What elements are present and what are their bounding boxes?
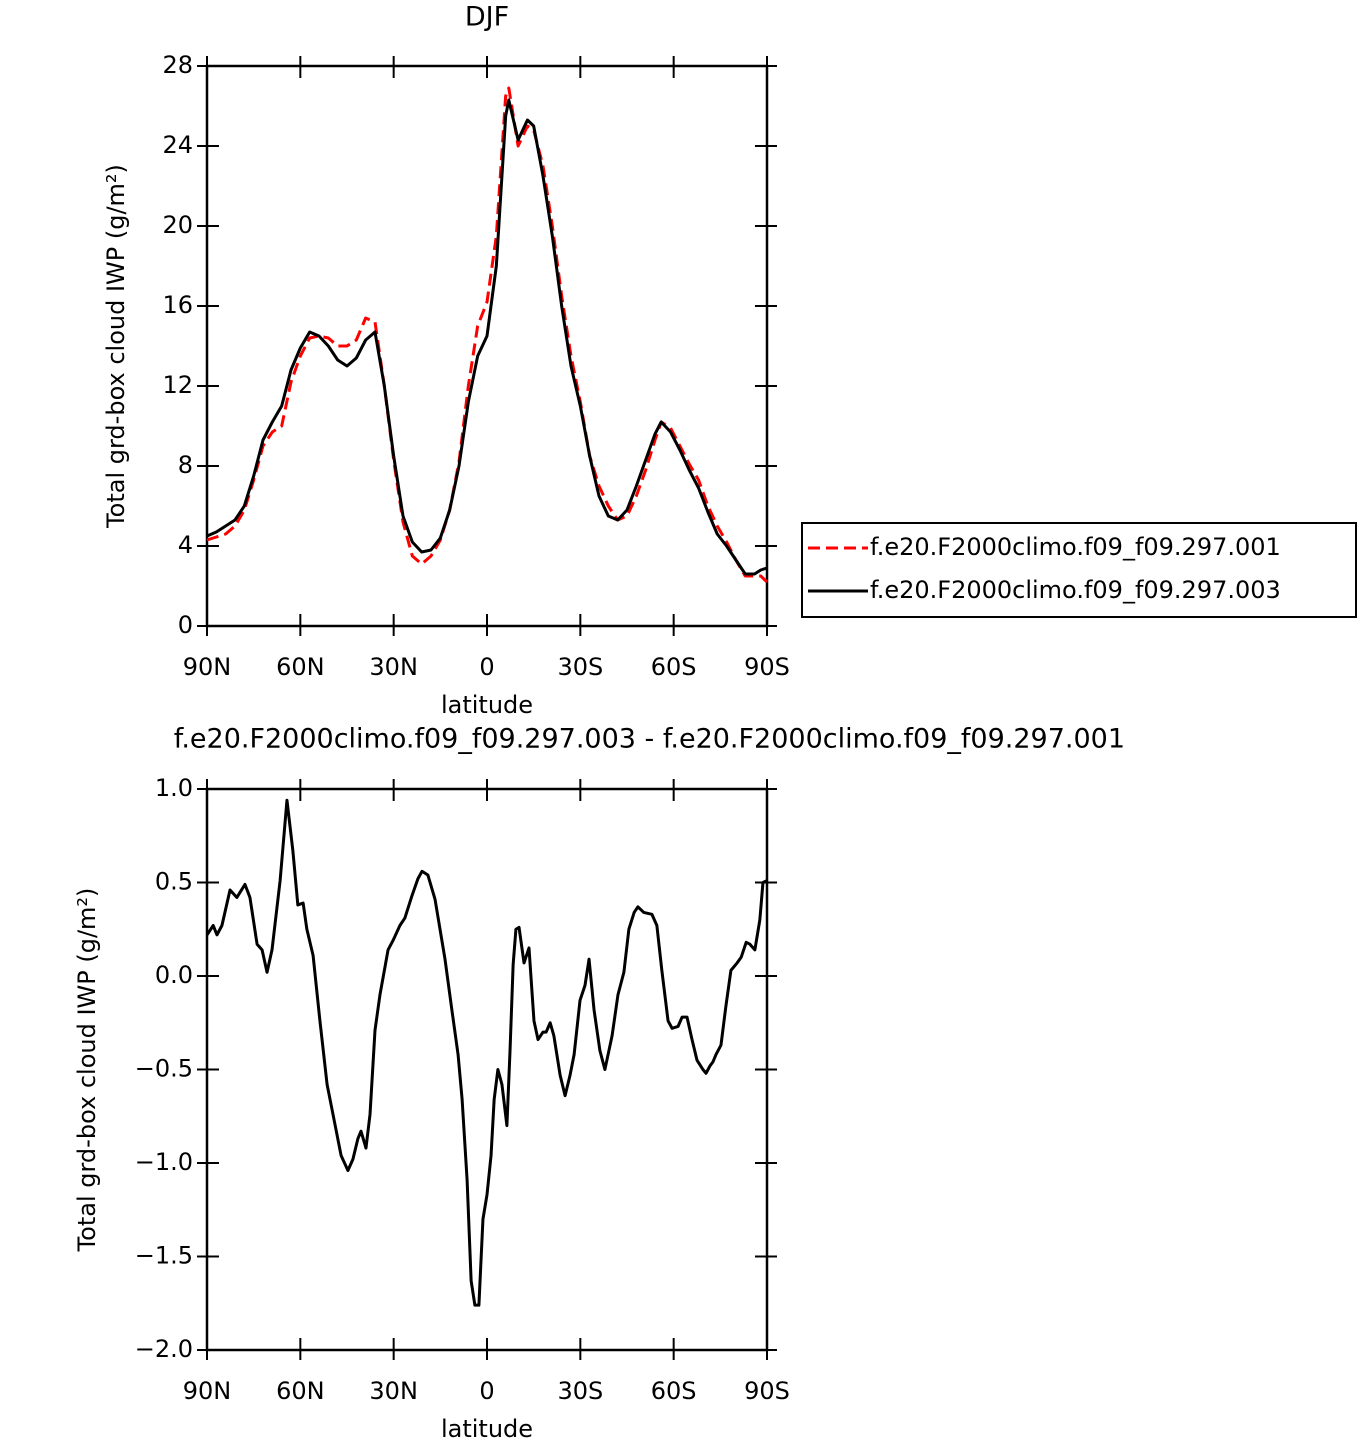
legend-box xyxy=(801,522,1357,618)
x-tick-label: 90N xyxy=(183,1377,232,1405)
x-tick-label: 0 xyxy=(479,653,494,681)
x-tick-label: 90S xyxy=(744,1377,790,1405)
x-tick-label: 60N xyxy=(276,1377,325,1405)
y-tick-label: 16 xyxy=(162,291,193,319)
legend-label: f.e20.F2000climo.f09_f09.297.001 xyxy=(870,533,1281,561)
legend-label: f.e20.F2000climo.f09_f09.297.003 xyxy=(870,576,1281,604)
x-axis-label: latitude xyxy=(441,1415,533,1443)
x-tick-label: 30N xyxy=(369,1377,418,1405)
x-tick-label: 90N xyxy=(183,653,232,681)
plot-frame xyxy=(205,787,769,1352)
y-tick-label: 12 xyxy=(162,371,193,399)
y-axis-label: Total grd-box cloud IWP (g/m²) xyxy=(102,164,130,529)
data-line xyxy=(206,86,769,584)
y-axis-label: Total grd-box cloud IWP (g/m²) xyxy=(73,888,101,1253)
y-tick-label: 8 xyxy=(178,451,193,479)
y-tick-label: 20 xyxy=(162,211,193,239)
y-tick-label: −0.5 xyxy=(135,1055,193,1083)
chart-title: DJF xyxy=(465,2,509,33)
y-tick-label: 0 xyxy=(178,611,193,639)
x-tick-label: 0 xyxy=(479,1377,494,1405)
x-tick-label: 90S xyxy=(744,653,790,681)
data-line xyxy=(205,798,768,1307)
x-tick-label: 60S xyxy=(651,1377,697,1405)
data-line xyxy=(206,98,768,576)
plot-frame xyxy=(205,64,769,628)
y-tick-label: 28 xyxy=(162,51,193,79)
y-tick-label: 0.5 xyxy=(155,868,193,896)
y-tick-label: −1.5 xyxy=(135,1242,193,1270)
x-tick-label: 30S xyxy=(557,653,603,681)
y-tick-label: 1.0 xyxy=(155,774,193,802)
x-tick-label: 60N xyxy=(276,653,325,681)
chart-title: f.e20.F2000climo.f09_f09.297.003 - f.e20… xyxy=(174,724,1125,755)
y-tick-label: −2.0 xyxy=(135,1335,193,1363)
x-axis-label: latitude xyxy=(441,691,533,719)
x-tick-label: 30N xyxy=(369,653,418,681)
x-tick-label: 60S xyxy=(651,653,697,681)
x-tick-label: 30S xyxy=(557,1377,603,1405)
y-tick-label: −1.0 xyxy=(135,1148,193,1176)
y-tick-label: 0.0 xyxy=(155,961,193,989)
y-tick-label: 24 xyxy=(162,131,193,159)
y-tick-label: 4 xyxy=(178,531,193,559)
